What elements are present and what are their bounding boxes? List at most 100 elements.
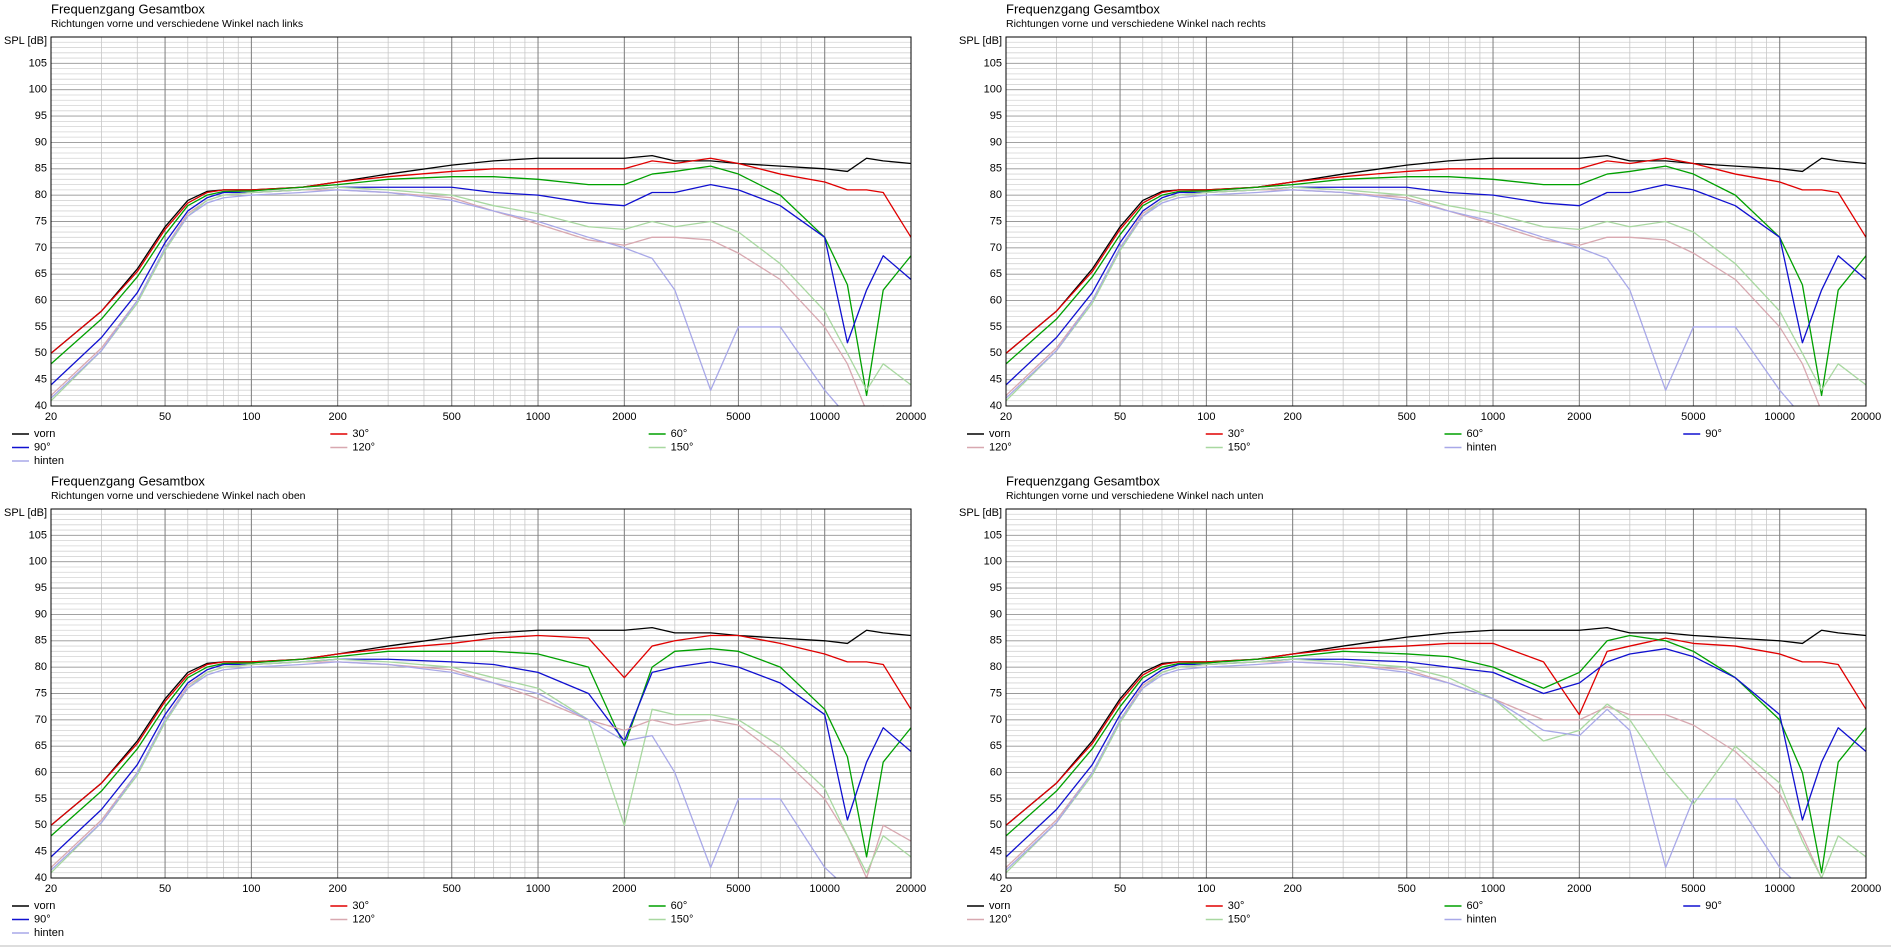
chart-subtitle: Richtungen vorne und verschiedene Winkel… [1006,490,1264,502]
x-tick-label: 500 [443,411,461,423]
legend-label: vorn [989,900,1010,912]
chart-title: Frequenzgang Gesamtbox [1006,473,1160,488]
y-tick-label: 100 [29,84,47,96]
legend-label: hinten [1467,913,1497,925]
legend-label: hinten [1467,441,1497,453]
y-tick-label: 60 [35,766,47,778]
x-tick-label: 10000 [1764,411,1795,423]
y-tick-label: 90 [990,608,1002,620]
x-tick-label: 2000 [1567,883,1591,895]
y-tick-label: 75 [990,215,1002,227]
y-tick-label: 65 [990,740,1002,752]
response-line [1006,189,1795,406]
x-tick-label: 200 [1283,411,1301,423]
y-tick-label: 75 [35,687,47,699]
x-tick-label: 2000 [612,883,636,895]
x-tick-label: 500 [1398,883,1416,895]
y-tick-label: 70 [35,242,47,254]
response-line [51,661,838,878]
y-tick-label: 45 [35,374,47,386]
y-tick-label: 75 [35,215,47,227]
y-tick-label: 40 [35,872,47,884]
y-axis-label: SPL [dB] [959,507,1002,519]
y-tick-label: 50 [990,819,1002,831]
y-tick-label: 95 [35,110,47,122]
legend-label: 120° [352,441,375,453]
x-tick-label: 20000 [896,883,927,895]
x-tick-label: 2000 [612,411,636,423]
response-line [1006,637,1866,826]
x-tick-label: 50 [159,883,171,895]
legend-label: 150° [1228,441,1251,453]
series-group [51,626,911,878]
y-tick-label: 100 [29,556,47,568]
x-tick-label: 200 [328,411,346,423]
x-tick-label: 500 [1398,411,1416,423]
y-tick-label: 55 [35,321,47,333]
y-tick-label: 80 [990,189,1002,201]
x-tick-label: 1000 [526,411,550,423]
response-line [1006,165,1866,397]
y-tick-label: 60 [990,294,1002,306]
response-line [51,189,886,406]
response-line [1006,183,1866,386]
chart-panel: Frequenzgang Gesamtbox Richtungen vorne u… [4,473,926,938]
x-tick-label: 10000 [809,883,840,895]
chart-subtitle: Richtungen vorne und verschiedene Winkel… [1006,18,1266,30]
y-tick-label: 70 [990,242,1002,254]
y-tick-label: 40 [990,400,1002,412]
legend-label: 150° [671,441,694,453]
x-tick-label: 20 [1000,411,1012,423]
x-tick-label: 20 [1000,883,1012,895]
legend-label: 120° [989,913,1012,925]
response-line [1006,157,1866,354]
legend-label: 30° [352,428,369,440]
x-tick-label: 20000 [896,411,927,423]
response-line [51,154,911,354]
x-tick-label: 20 [45,883,57,895]
y-tick-label: 65 [990,268,1002,280]
y-tick-label: 65 [35,740,47,752]
y-tick-label: 85 [990,635,1002,647]
y-axis-label: SPL [dB] [4,35,47,47]
y-tick-label: 75 [990,687,1002,699]
y-tick-label: 90 [35,608,47,620]
x-tick-label: 1000 [1481,883,1505,895]
response-line [1006,634,1866,874]
response-line [1006,189,1841,406]
series-group [1006,154,1866,406]
plot-border [1005,36,1867,407]
legend-label: 90° [1705,900,1722,912]
plot-border [50,36,912,407]
series-group [1006,626,1866,878]
chart-panel: Frequenzgang Gesamtbox Richtungen vorne u… [959,1,1881,453]
response-line [51,157,911,354]
y-tick-label: 55 [990,321,1002,333]
y-tick-label: 105 [984,57,1002,69]
legend-label: hinten [34,927,64,939]
response-line [51,165,911,397]
legend-label: 30° [1228,900,1245,912]
legend-label: 120° [352,913,375,925]
legend-label: vorn [34,900,55,912]
response-line [51,648,911,858]
x-tick-label: 5000 [726,411,750,423]
legend-label: 150° [1228,913,1251,925]
y-tick-label: 95 [990,582,1002,594]
response-line [1006,626,1866,826]
x-tick-label: 20 [45,411,57,423]
y-tick-label: 70 [990,714,1002,726]
x-tick-label: 10000 [809,411,840,423]
response-line [51,626,911,826]
y-tick-label: 60 [990,766,1002,778]
legend-label: 150° [671,913,694,925]
y-tick-label: 70 [35,714,47,726]
response-line [1006,661,1793,878]
chart-panel: Frequenzgang Gesamtbox Richtungen vorne u… [959,473,1881,925]
legend-label: 30° [352,900,369,912]
x-tick-label: 100 [1197,883,1215,895]
legend-label: 30° [1228,428,1245,440]
chart-title: Frequenzgang Gesamtbox [1006,1,1160,16]
y-tick-label: 45 [990,374,1002,386]
